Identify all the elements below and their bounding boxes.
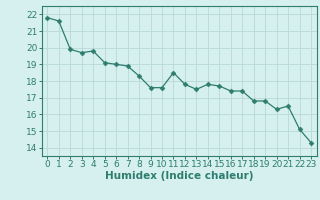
X-axis label: Humidex (Indice chaleur): Humidex (Indice chaleur) <box>105 171 253 181</box>
